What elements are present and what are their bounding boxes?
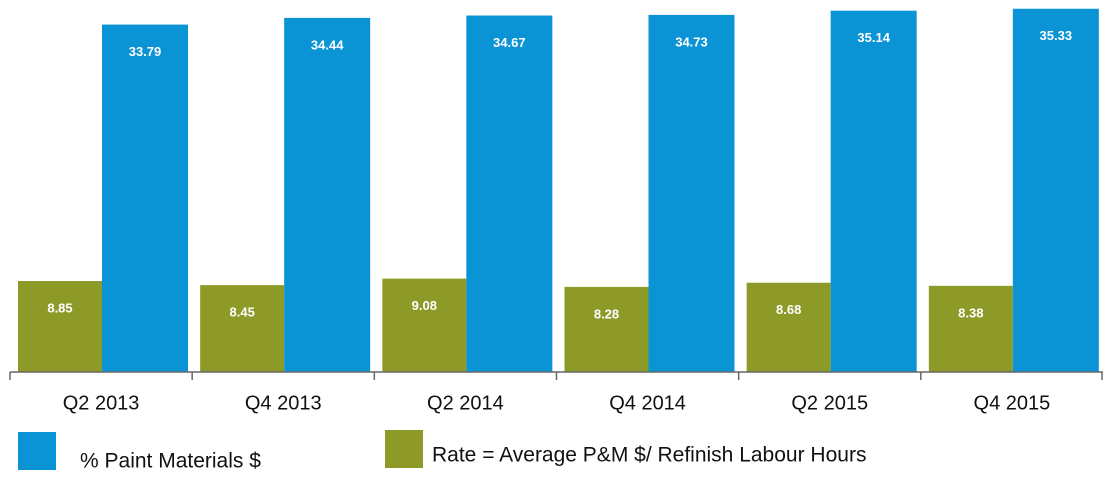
- bar: [928, 285, 1013, 372]
- bar: [382, 278, 467, 372]
- bar: [466, 15, 553, 372]
- x-tick-label: Q2 2015: [791, 392, 868, 414]
- legend-label: Rate = Average P&M $/ Refinish Labour Ho…: [432, 444, 866, 467]
- data-label: 8.45: [230, 305, 255, 320]
- data-label: 35.33: [1040, 28, 1073, 43]
- data-label: 34.73: [675, 34, 708, 49]
- legend-swatch: [385, 430, 423, 468]
- data-label: 8.28: [594, 306, 619, 321]
- legend-label: % Paint Materials $: [80, 450, 261, 473]
- data-label: 34.44: [311, 37, 344, 52]
- data-label: 8.68: [776, 302, 801, 317]
- x-tick-label: Q2 2013: [63, 392, 140, 414]
- data-label: 34.67: [493, 35, 526, 50]
- data-label: 9.08: [412, 298, 437, 313]
- bar: [648, 14, 735, 373]
- x-tick-label: Q4 2014: [609, 392, 686, 414]
- bar: [18, 281, 102, 372]
- bar: [200, 285, 285, 372]
- bar: [830, 10, 917, 372]
- x-tick-label: Q2 2014: [427, 392, 504, 414]
- bar: [284, 17, 371, 373]
- bar: [1012, 8, 1099, 372]
- data-label: 8.85: [47, 300, 72, 315]
- x-tick-label: Q4 2013: [245, 392, 322, 414]
- bar: [564, 286, 649, 372]
- bar: [102, 24, 188, 372]
- data-label: 8.38: [958, 305, 983, 320]
- data-label: 35.14: [857, 30, 890, 45]
- bar: [746, 282, 831, 372]
- legend-swatch: [18, 432, 56, 470]
- x-tick-label: Q4 2015: [974, 392, 1051, 414]
- data-label: 33.79: [129, 44, 162, 59]
